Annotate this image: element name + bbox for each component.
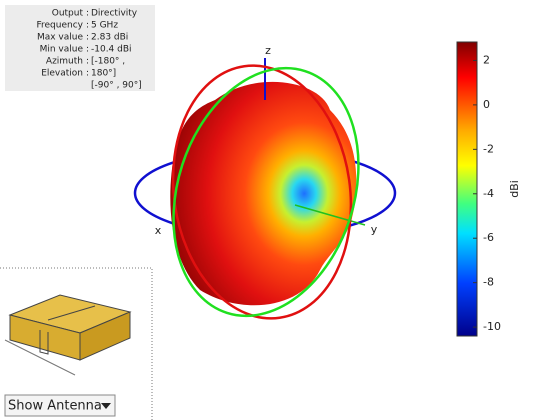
z-label: z xyxy=(265,44,271,57)
info-label: Frequency xyxy=(37,21,84,31)
colorbar-tick-label: -6 xyxy=(483,231,494,244)
info-value: 180°] xyxy=(91,69,116,79)
info-sep: : xyxy=(86,9,89,19)
info-value: [-180° , xyxy=(91,57,125,67)
info-panel xyxy=(5,5,155,91)
info-label: Elevation xyxy=(41,69,83,79)
y-axis xyxy=(294,204,366,226)
info-sep: : xyxy=(86,21,89,31)
dropdown[interactable] xyxy=(4,394,116,417)
info-sep: : xyxy=(86,45,89,55)
x-label: x xyxy=(155,224,162,237)
colorbar-tick-label: 0 xyxy=(483,98,490,111)
antenna-icon xyxy=(4,294,132,376)
elevation-circle-2 xyxy=(172,66,360,318)
colorbar-tick-label: -4 xyxy=(483,187,494,200)
colorbar-tick-label: -10 xyxy=(483,320,501,333)
colorbar-label: dBi xyxy=(508,180,521,198)
colorbar-ticks: 2 0 -2 -4 -6 -8 -10 xyxy=(473,53,501,333)
ground-line xyxy=(4,339,76,376)
info-label: Max value xyxy=(37,33,84,43)
info-label: Output xyxy=(52,9,84,19)
info-value: -10.4 dBi xyxy=(91,45,132,55)
info-value: Directivity xyxy=(91,9,138,19)
colorbar-tick-label: -8 xyxy=(483,276,494,289)
info-sep: : xyxy=(86,33,89,43)
info-extra: [-90° , 90°] xyxy=(91,81,142,91)
dropdown-arrow[interactable] xyxy=(101,403,111,409)
colorbar-tick-label: -2 xyxy=(483,142,494,155)
info-value: 2.83 dBi xyxy=(91,33,128,43)
radiation-pattern xyxy=(170,81,357,306)
colorbar-tick-label: 2 xyxy=(483,53,490,66)
info-label: Min value xyxy=(40,45,84,55)
info-value: 5 GHz xyxy=(91,21,118,31)
colorbar xyxy=(456,41,478,337)
info-sep: : xyxy=(86,57,89,67)
info-label: Azimuth xyxy=(46,57,83,67)
info-sep: : xyxy=(86,69,89,79)
y-label: y xyxy=(371,223,378,236)
dropdown-label[interactable]: Show Antenna xyxy=(8,399,102,414)
